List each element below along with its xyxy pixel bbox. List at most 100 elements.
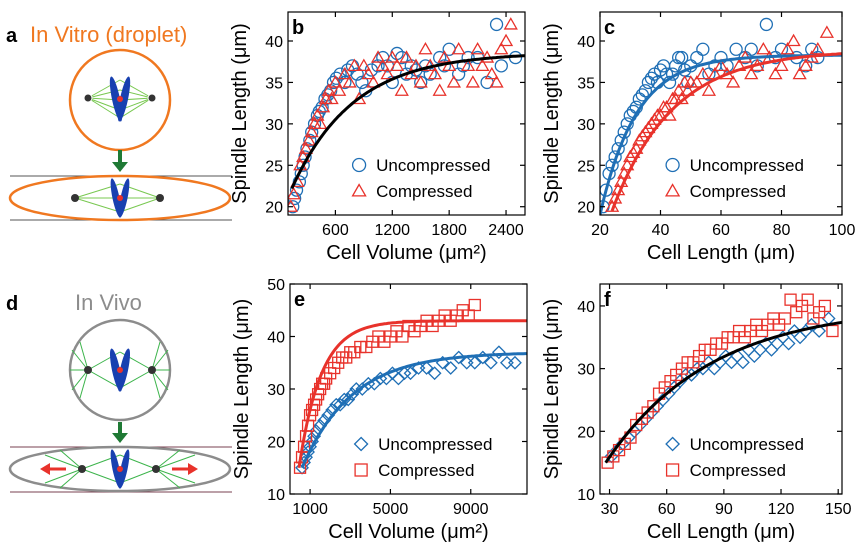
legend-label: Compressed — [376, 182, 472, 201]
data-point-circle — [333, 67, 347, 81]
data-point-triangle — [427, 66, 443, 80]
data-point-triangle — [413, 75, 428, 88]
legend-label: Uncompressed — [690, 435, 804, 454]
data-point-circle — [315, 100, 329, 114]
chromosome-icon — [117, 76, 131, 122]
fit-curve — [610, 52, 842, 212]
data-point-circle — [759, 17, 774, 32]
data-point-diamond — [459, 355, 474, 370]
y-axis-label: Spindle Length (μm) — [541, 23, 563, 204]
x-tick-label: 60 — [658, 501, 676, 518]
data-point-triangle — [659, 99, 674, 113]
y-tick-label: 40 — [265, 34, 283, 51]
data-point-triangle — [361, 66, 376, 80]
data-point-circle — [451, 67, 466, 81]
data-point-triangle — [304, 124, 319, 138]
legend-label: Compressed — [690, 461, 786, 480]
arrow-head-icon — [112, 433, 128, 443]
data-point-triangle — [418, 41, 433, 55]
data-point-square — [801, 293, 814, 306]
data-point-triangle — [465, 75, 480, 88]
data-point-circle — [494, 59, 508, 73]
legend-label: Compressed — [378, 461, 474, 480]
data-point-triangle — [713, 58, 729, 72]
data-point-triangle — [332, 83, 347, 96]
arrow-head-icon — [112, 162, 128, 172]
panel-letter: c — [604, 17, 615, 39]
data-point-diamond — [747, 349, 762, 364]
data-point-triangle — [342, 75, 357, 88]
fit-curve — [290, 54, 525, 190]
y-tick-label: 35 — [577, 75, 595, 92]
y-tick-label: 35 — [265, 75, 283, 92]
x-axis-label: Cell Length (μm) — [647, 242, 795, 264]
arrow-head-icon — [40, 463, 50, 475]
chart-c: 20 40 60 80 100 20 25 30 35 40 Cell Length (μm) Spi… — [541, 11, 855, 264]
data-point-diamond — [724, 355, 739, 370]
data-point-circle — [350, 67, 364, 81]
data-point-triangle — [470, 41, 485, 55]
y-tick-label: 10 — [267, 487, 285, 504]
panel-a-illustration: a In Vitro (droplet) — [6, 22, 232, 222]
y-tick-label: 20 — [265, 200, 283, 217]
data-point-circle — [638, 84, 653, 98]
x-tick-label: 80 — [773, 222, 791, 239]
data-point-triangle — [756, 41, 771, 55]
data-point-triangle — [321, 83, 336, 96]
panel-d-illustration: d In Vivo — [6, 290, 232, 493]
data-point-triangle — [768, 66, 783, 80]
x-tick-label: 5000 — [373, 501, 409, 518]
fit-curve — [300, 352, 527, 469]
chart-e: 1000 5000 9000 10 20 30 40 50 Cell Volume (μm²) S… — [231, 277, 528, 543]
data-point-triangle — [366, 75, 381, 88]
data-point-diamond — [391, 371, 406, 386]
x-tick-label: 1200 — [374, 222, 410, 239]
x-tick-label: 40 — [652, 222, 670, 239]
legend-label: Compressed — [690, 182, 786, 201]
chromosome-icon — [110, 449, 122, 489]
chromosome-icon — [118, 449, 130, 489]
kinetochore-icon — [117, 466, 123, 472]
panel-a-letter: a — [6, 25, 18, 47]
x-tick-label: 9000 — [453, 501, 489, 518]
data-point-diamond — [341, 392, 356, 407]
data-point-triangle — [629, 141, 644, 154]
data-point-triangle — [689, 75, 704, 88]
data-point-triangle — [695, 66, 710, 80]
data-point-triangle — [671, 83, 686, 96]
x-tick-label: 30 — [601, 501, 619, 518]
data-point-triangle — [389, 58, 405, 72]
data-point-diamond — [753, 342, 767, 357]
x-tick-label: 90 — [715, 501, 733, 518]
data-point-diamond — [419, 361, 434, 375]
data-point-triangle — [313, 116, 328, 130]
panel-a-title: In Vitro (droplet) — [30, 22, 187, 47]
kinetochore-icon — [117, 367, 123, 373]
data-point-triangle — [498, 33, 514, 47]
centrosome-icon — [156, 194, 164, 202]
legend-label: Uncompressed — [690, 156, 804, 175]
compressed-cell — [8, 445, 232, 493]
chart-b: 600 1200 1800 2400 20 25 30 35 40 Cell Volume (μm… — [229, 11, 526, 264]
legend-marker-triangle — [351, 183, 367, 197]
data-point-triangle — [798, 58, 813, 72]
x-tick-label: 120 — [768, 501, 795, 518]
data-point-circle — [489, 17, 504, 32]
y-tick-label: 50 — [267, 277, 285, 294]
centrosome-icon — [152, 465, 160, 473]
data-point-triangle — [701, 83, 717, 96]
data-point-triangle — [351, 91, 367, 105]
data-point-triangle — [744, 66, 759, 80]
y-tick-label: 30 — [577, 362, 595, 379]
y-tick-label: 40 — [577, 34, 595, 51]
data-point-diamond — [373, 371, 388, 386]
x-axis-label: Cell Volume (μm²) — [326, 242, 486, 264]
y-tick-label: 30 — [265, 117, 283, 134]
data-point-triangle — [725, 75, 741, 88]
data-point-diamond — [475, 350, 490, 365]
data-point-circle — [675, 50, 689, 65]
x-tick-label: 20 — [591, 222, 609, 239]
data-point-triangle — [315, 99, 331, 113]
data-point-diamond — [735, 355, 750, 370]
